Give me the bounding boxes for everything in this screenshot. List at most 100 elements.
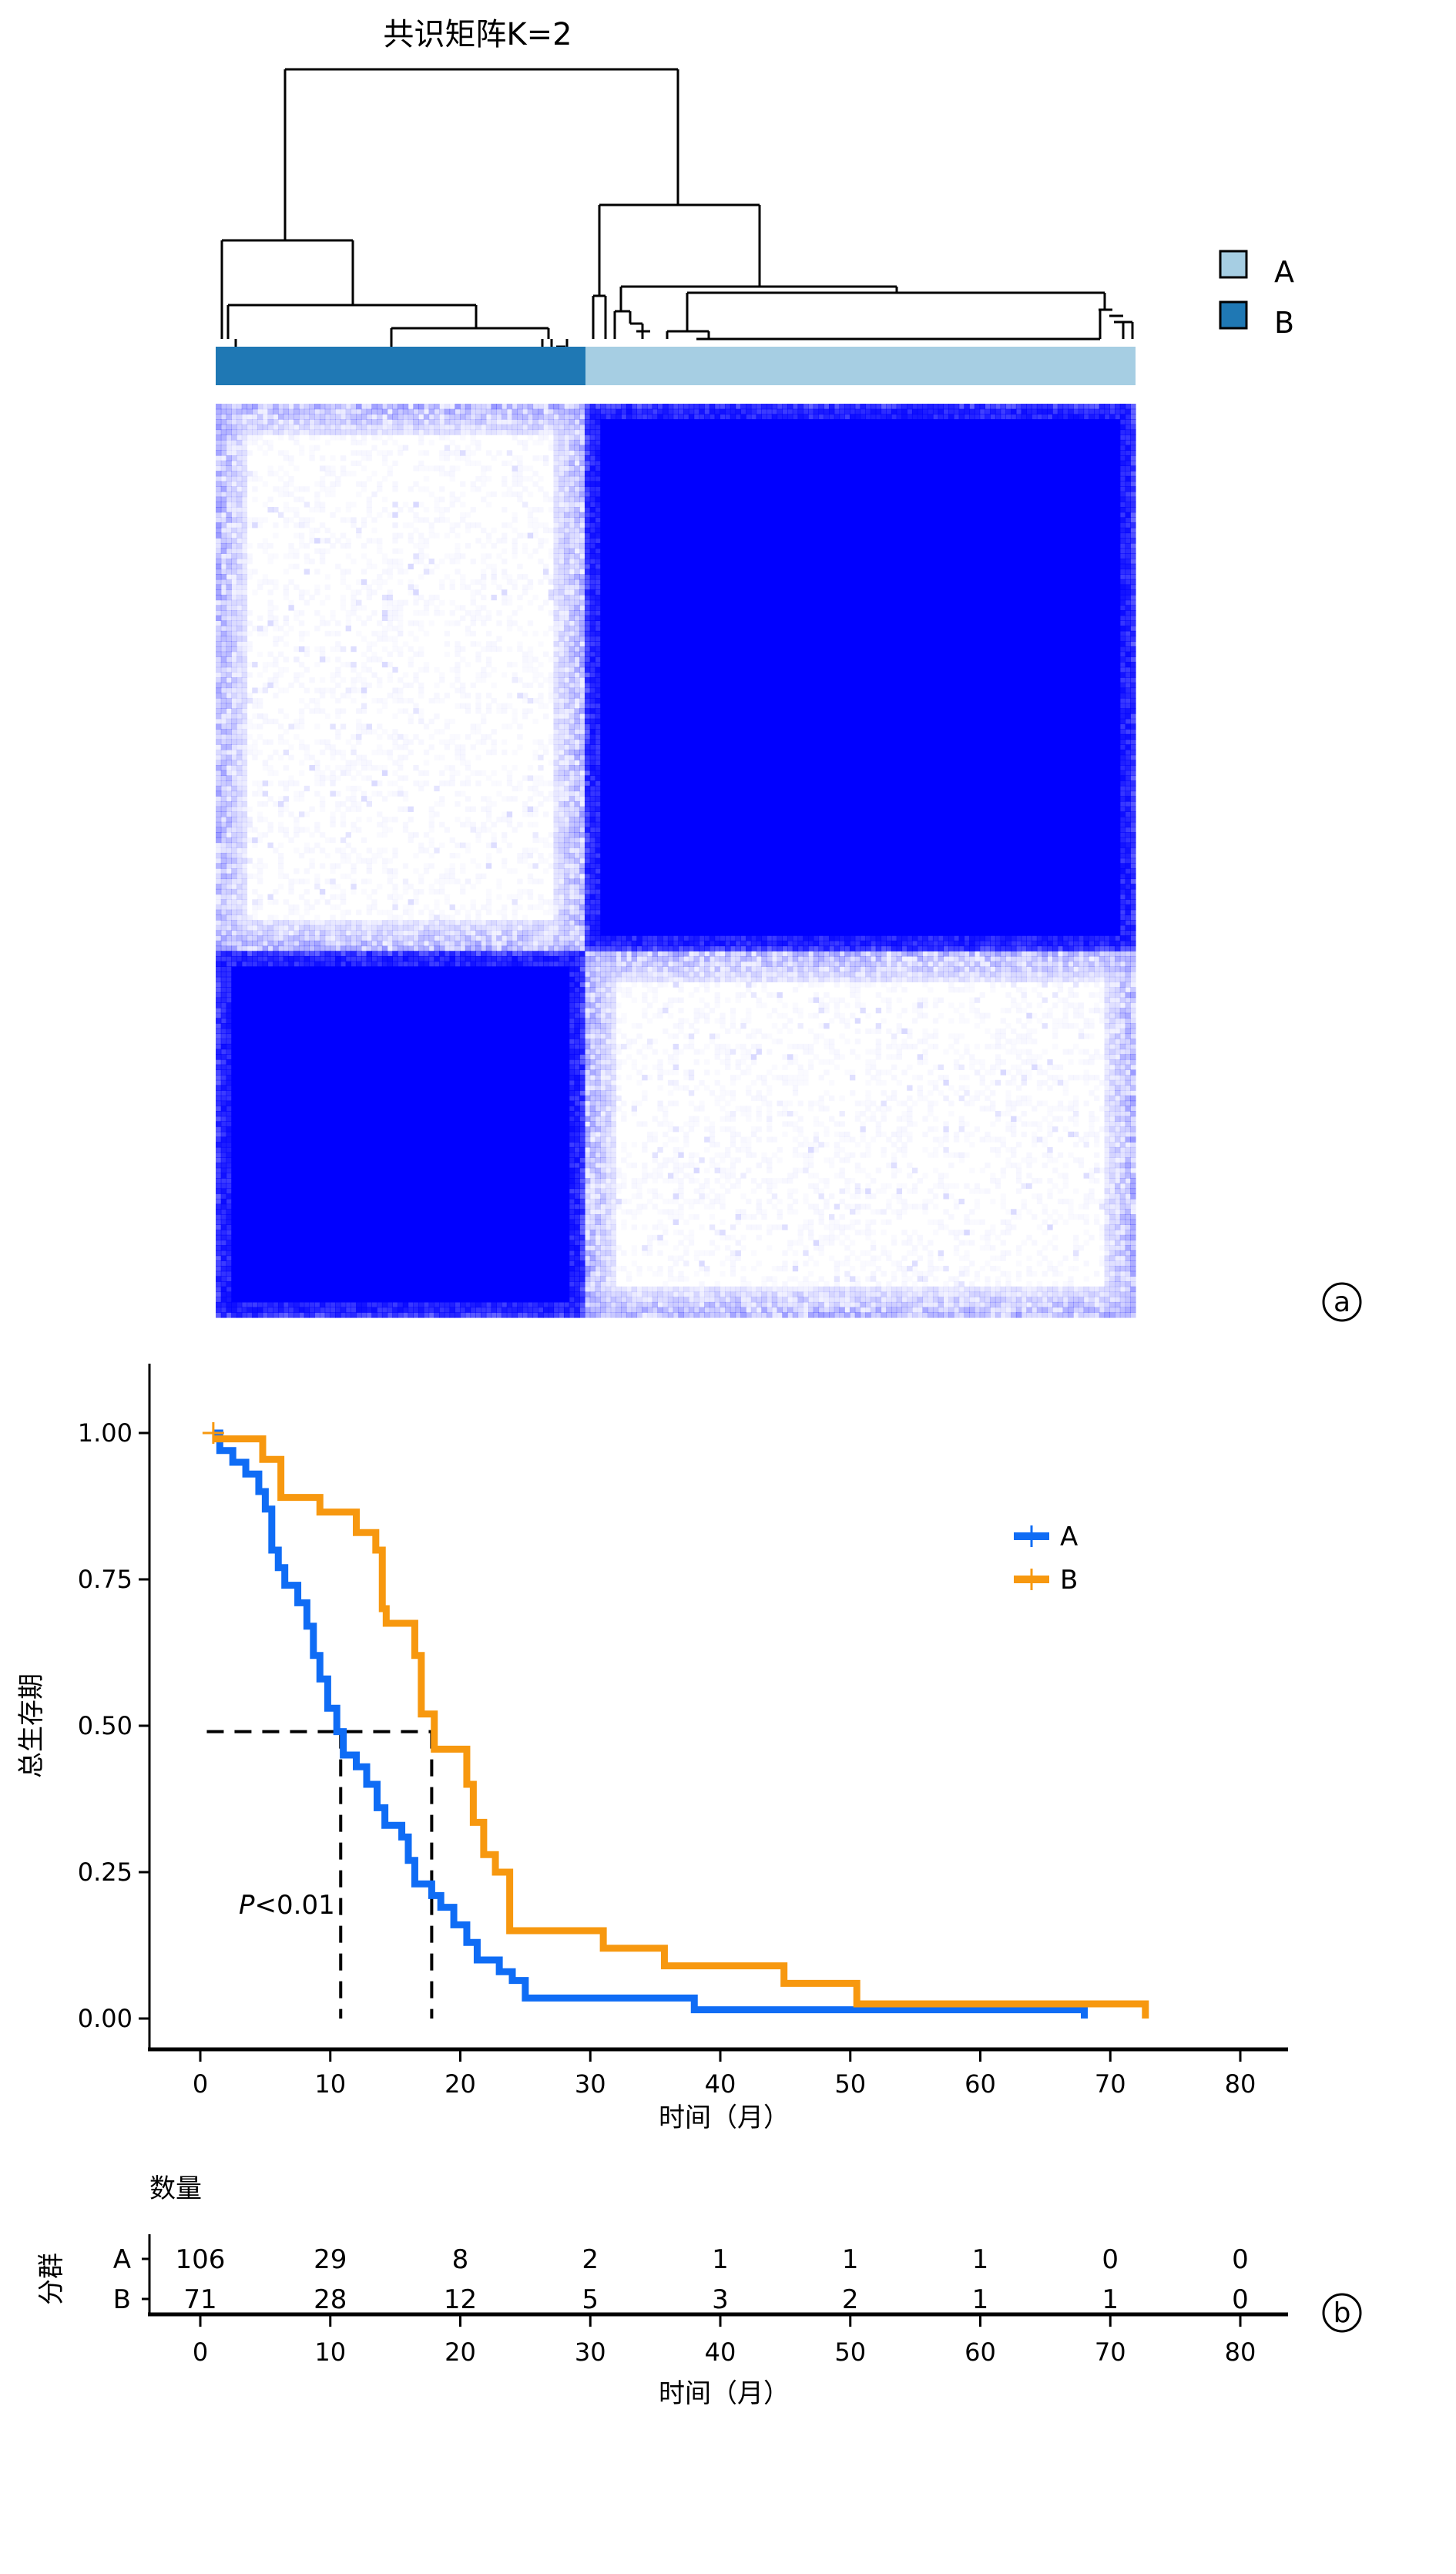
heatmap-cell bbox=[1015, 429, 1022, 435]
heatmap-cell bbox=[901, 424, 907, 431]
heatmap-cell bbox=[787, 569, 793, 575]
heatmap-cell bbox=[1026, 471, 1032, 477]
heatmap-cell bbox=[725, 450, 731, 456]
heatmap-cell bbox=[413, 465, 418, 471]
heatmap-cell bbox=[646, 471, 653, 477]
heatmap-cell bbox=[636, 475, 642, 482]
heatmap-cell bbox=[532, 440, 538, 445]
heatmap-cell bbox=[657, 465, 663, 472]
heatmap-cell bbox=[481, 559, 486, 564]
heatmap-cell bbox=[1005, 491, 1011, 498]
heatmap-cell bbox=[626, 491, 632, 498]
heatmap-cell bbox=[381, 408, 388, 414]
heatmap-cell bbox=[320, 559, 325, 564]
heatmap-cell bbox=[938, 450, 944, 456]
heatmap-cell bbox=[646, 491, 653, 498]
heatmap-cell bbox=[522, 404, 528, 410]
heatmap-cell bbox=[881, 553, 887, 559]
heatmap-cell bbox=[1119, 486, 1126, 492]
heatmap-cell bbox=[969, 481, 975, 487]
heatmap-cell bbox=[824, 517, 830, 523]
heatmap-cell bbox=[995, 553, 1001, 559]
heatmap-cell bbox=[865, 419, 871, 425]
heatmap-cell bbox=[1057, 527, 1064, 534]
heatmap-cell bbox=[314, 497, 320, 502]
heatmap-cell bbox=[1052, 502, 1058, 508]
heatmap-cell bbox=[616, 429, 622, 435]
heatmap-cell bbox=[351, 502, 356, 507]
heatmap-cell bbox=[907, 574, 913, 580]
heatmap-cell bbox=[1026, 553, 1032, 559]
heatmap-cell bbox=[1057, 496, 1064, 502]
heatmap-cell bbox=[1109, 512, 1115, 518]
heatmap-cell bbox=[875, 419, 882, 425]
heatmap-cell bbox=[839, 414, 845, 420]
heatmap-cell bbox=[507, 522, 512, 528]
heatmap-cell bbox=[231, 522, 237, 529]
heatmap-cell bbox=[324, 538, 331, 544]
heatmap-cell bbox=[761, 522, 767, 529]
heatmap-cell bbox=[663, 419, 669, 425]
heatmap-cell bbox=[886, 460, 892, 467]
heatmap-cell bbox=[928, 553, 934, 559]
heatmap-cell bbox=[740, 548, 746, 554]
heatmap-cell bbox=[663, 439, 669, 446]
heatmap-cell bbox=[860, 496, 866, 502]
heatmap-cell bbox=[538, 440, 543, 445]
heatmap-cell bbox=[896, 496, 903, 502]
heatmap-cell bbox=[1119, 559, 1126, 565]
heatmap-cell bbox=[865, 475, 871, 482]
heatmap-cell bbox=[1032, 563, 1038, 570]
heatmap-cell bbox=[428, 414, 434, 420]
heatmap-cell bbox=[241, 579, 248, 586]
heatmap-cell bbox=[746, 553, 752, 559]
heatmap-cell bbox=[663, 445, 669, 451]
heatmap-cell bbox=[1047, 538, 1053, 544]
heatmap-cell bbox=[584, 486, 591, 492]
heatmap-cell bbox=[750, 522, 757, 529]
heatmap-cell bbox=[299, 450, 304, 455]
heatmap-cell bbox=[610, 512, 617, 518]
heatmap-cell bbox=[1047, 424, 1053, 431]
heatmap-cell bbox=[652, 408, 658, 414]
heatmap-cell bbox=[241, 465, 248, 472]
heatmap-cell bbox=[720, 574, 726, 580]
heatmap-cell bbox=[870, 414, 877, 420]
heatmap-cell bbox=[1062, 450, 1069, 456]
heatmap-cell bbox=[979, 450, 985, 456]
heatmap-cell bbox=[277, 512, 284, 518]
heatmap-cell bbox=[621, 424, 627, 431]
heatmap-cell bbox=[496, 553, 502, 559]
heatmap-cell bbox=[595, 465, 601, 472]
heatmap-cell bbox=[589, 450, 596, 456]
heatmap-cell bbox=[834, 559, 840, 565]
heatmap-cell bbox=[549, 549, 554, 554]
heatmap-cell bbox=[626, 512, 632, 518]
heatmap-cell bbox=[767, 502, 773, 508]
heatmap-cell bbox=[460, 429, 466, 435]
heatmap-cell bbox=[527, 532, 534, 539]
heatmap-cell bbox=[1094, 486, 1100, 492]
heatmap-cell bbox=[761, 419, 767, 425]
heatmap-cell bbox=[865, 496, 871, 502]
heatmap-cell bbox=[803, 532, 809, 539]
heatmap-cell bbox=[928, 481, 934, 487]
heatmap-cell bbox=[777, 435, 783, 441]
heatmap-cell bbox=[958, 559, 965, 565]
heatmap-cell bbox=[413, 419, 419, 425]
heatmap-cell bbox=[1021, 404, 1027, 410]
heatmap-cell bbox=[875, 563, 882, 570]
heatmap-cell bbox=[652, 548, 658, 554]
heatmap-cell bbox=[808, 424, 814, 431]
heatmap-cell bbox=[1109, 460, 1115, 467]
heatmap-cell bbox=[803, 502, 809, 508]
heatmap-cell bbox=[652, 419, 658, 425]
heatmap-cell bbox=[1047, 563, 1053, 570]
heatmap-cell bbox=[995, 435, 1001, 441]
heatmap-cell bbox=[824, 450, 830, 456]
heatmap-cell bbox=[938, 414, 944, 420]
heatmap-cell bbox=[891, 404, 897, 410]
heatmap-cell bbox=[1099, 481, 1105, 487]
heatmap-cell bbox=[964, 435, 970, 441]
heatmap-cell bbox=[424, 450, 429, 455]
